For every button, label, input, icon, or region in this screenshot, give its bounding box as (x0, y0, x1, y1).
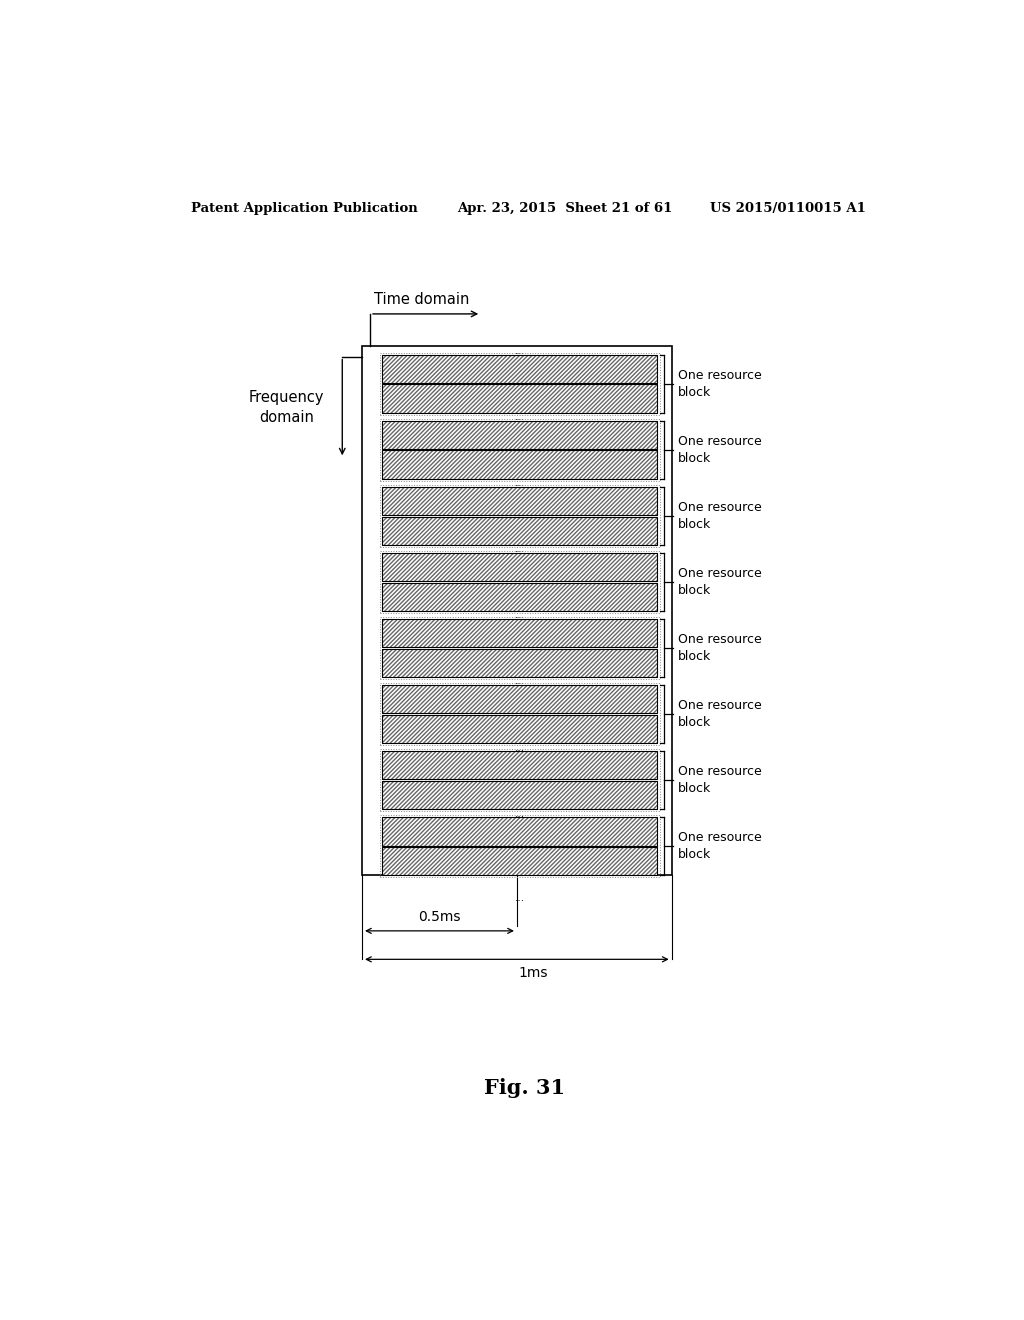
Bar (382, 582, 657, 611)
Text: One resource
block: One resource block (678, 368, 762, 399)
Text: One resource
block: One resource block (678, 832, 762, 861)
Text: Frequency
domain: Frequency domain (249, 389, 325, 425)
Bar (382, 781, 657, 809)
Text: One resource
block: One resource block (678, 500, 762, 531)
Bar (382, 619, 657, 647)
Text: ...: ... (515, 894, 524, 903)
Bar (382, 355, 657, 383)
Text: One resource
block: One resource block (678, 700, 762, 729)
Bar (382, 487, 657, 515)
Bar (382, 619, 657, 647)
Bar (382, 847, 657, 875)
Bar (382, 751, 657, 780)
Bar (382, 450, 657, 479)
Bar (382, 516, 657, 545)
Bar (382, 421, 657, 449)
Bar (382, 685, 657, 713)
Text: Time domain: Time domain (374, 292, 469, 306)
Bar (382, 384, 657, 412)
Bar (382, 582, 657, 611)
Bar (382, 685, 657, 713)
Text: ...: ... (515, 544, 524, 554)
Bar (380, 618, 659, 678)
Bar (382, 421, 657, 449)
Text: US 2015/0110015 A1: US 2015/0110015 A1 (711, 202, 866, 215)
Bar (382, 355, 657, 383)
Bar (382, 781, 657, 809)
Text: 0.5ms: 0.5ms (418, 909, 461, 924)
Bar (382, 781, 657, 809)
Bar (382, 384, 657, 412)
Bar (382, 384, 657, 412)
Text: ...: ... (515, 412, 524, 422)
Bar (382, 619, 657, 647)
Bar (382, 648, 657, 677)
Bar (382, 847, 657, 875)
Bar (382, 553, 657, 581)
Bar (382, 714, 657, 743)
Bar (382, 817, 657, 846)
Text: ...: ... (515, 478, 524, 488)
Bar (382, 648, 657, 677)
Bar (382, 421, 657, 449)
Bar (382, 847, 657, 875)
Text: One resource
block: One resource block (678, 634, 762, 663)
Bar (382, 751, 657, 780)
Text: One resource
block: One resource block (678, 434, 762, 465)
Bar (380, 486, 659, 546)
Bar (382, 487, 657, 515)
Bar (382, 817, 657, 846)
Bar (382, 582, 657, 611)
Bar (380, 352, 659, 414)
Bar (382, 516, 657, 545)
Bar (382, 817, 657, 846)
Text: Patent Application Publication: Patent Application Publication (191, 202, 418, 215)
Bar (382, 553, 657, 581)
Bar (382, 355, 657, 383)
Bar (382, 648, 657, 677)
Bar (380, 684, 659, 744)
Text: ...: ... (515, 346, 524, 356)
Text: ...: ... (515, 743, 524, 752)
Text: Apr. 23, 2015  Sheet 21 of 61: Apr. 23, 2015 Sheet 21 of 61 (458, 202, 673, 215)
Bar (380, 418, 659, 480)
Text: Fig. 31: Fig. 31 (484, 1078, 565, 1098)
Bar (380, 552, 659, 612)
Bar (382, 516, 657, 545)
Bar (382, 487, 657, 515)
Bar (380, 816, 659, 876)
Bar (382, 450, 657, 479)
Text: 1ms: 1ms (518, 966, 548, 981)
Bar (382, 553, 657, 581)
Text: ...: ... (515, 809, 524, 818)
Bar (382, 714, 657, 743)
Text: One resource
block: One resource block (678, 568, 762, 597)
Bar (382, 685, 657, 713)
Bar (380, 750, 659, 810)
Bar (362, 346, 672, 875)
Text: ...: ... (515, 610, 524, 620)
Text: ...: ... (515, 676, 524, 686)
Text: One resource
block: One resource block (678, 766, 762, 795)
Bar (382, 751, 657, 780)
Bar (382, 714, 657, 743)
Bar (382, 450, 657, 479)
